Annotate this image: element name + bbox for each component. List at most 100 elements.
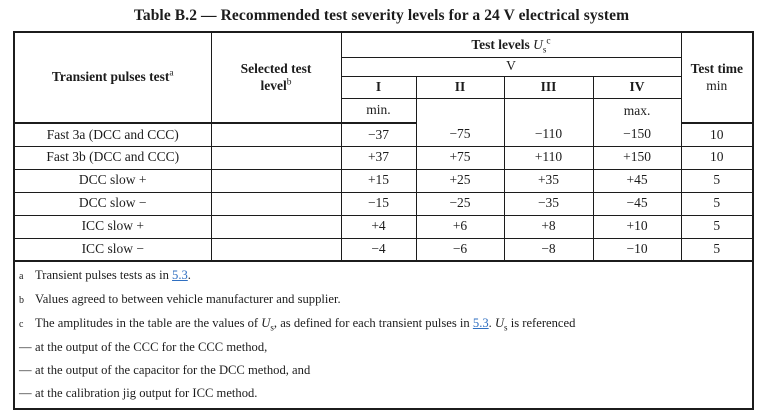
table-row: ICC slow − −4 −6 −8 −10 5 [13,237,754,262]
header-row-minmax: min. max. [14,98,753,124]
cell-level-iv: +150 [592,145,682,170]
cell-test-time: 5 [680,168,754,193]
footnote-ref-b: b [286,77,292,87]
header-min-note: min. [340,98,417,124]
cell-test-name: Fast 3a (DCC and CCC) [13,122,212,147]
cell-test-time: 10 [680,145,754,170]
cell-level-i: +15 [340,168,417,193]
table-row: ICC slow + +4 +6 +8 +10 5 [13,214,754,239]
cell-selected-level [210,145,342,170]
header-unit-v: V [340,56,682,77]
table-title: Table B.2 — Recommended test severity le… [133,7,630,24]
footnote-c-p2: , as defined for each transient pulses i… [273,316,473,330]
cell-selected-level [210,191,342,216]
cell-level-ii: −25 [415,191,505,216]
dash-marker: — [19,340,32,354]
us-subscript: s [504,322,508,333]
header-test-time: Test time min [680,31,754,124]
footnote-c-p4: is referenced [507,316,576,330]
cell-test-time: 5 [680,214,754,239]
cell-test-name: ICC slow + [13,214,212,239]
cell-selected-level [210,122,342,147]
severity-levels-table: Transient pulses testa Selected test lev… [13,31,755,410]
footnote-ref-c: c [546,36,551,47]
header-test-levels: Test levels Usc [340,31,682,58]
cell-level-i: −15 [340,191,417,216]
header-max-note: max. [592,98,682,123]
header-transient-label: Transient pulses test [51,69,170,85]
cell-test-time: 5 [680,191,754,216]
footnote-a-pre: Transient pulses tests as in [35,268,173,282]
cell-test-name: DCC slow + [13,168,212,193]
header-level-i: I [340,75,417,99]
header-level-ii: II [415,75,505,99]
header-level-iv: IV [592,75,682,99]
us-subscript: s [542,44,547,55]
cell-test-time: 10 [680,122,754,147]
us-symbol: U [494,316,505,330]
header-selected-line2: level [260,77,287,93]
footnotes-section: a Transient pulses tests as in 5.3. b Va… [13,260,754,410]
cell-level-ii: −75 [415,122,505,147]
cell-level-i: −37 [340,122,417,147]
cell-test-name: Fast 3b (DCC and CCC) [13,145,212,170]
cell-level-i: +37 [340,145,417,170]
cell-level-iv: +45 [592,168,682,193]
cell-level-iii: +8 [503,214,594,239]
cell-test-name: DCC slow − [13,191,212,216]
link-5-3[interactable]: 5.3 [472,316,489,330]
dash-marker: — [19,386,32,400]
cell-test-time: 5 [680,237,754,262]
header-empty-iii [503,98,594,123]
footnote-dash-item: — at the output of the CCC for the CCC m… [18,336,746,359]
dash-item-text: at the output of the capacitor for the D… [35,363,311,377]
dash-marker: — [19,363,32,377]
link-5-3[interactable]: 5.3 [172,268,188,282]
cell-level-i: −4 [340,237,417,262]
cell-level-iv: −10 [592,237,682,262]
us-symbol: U [533,36,543,52]
us-subscript: s [270,322,274,333]
us-symbol: U [261,316,271,330]
header-selected-test-level: Selected test levelb [210,31,342,124]
header-test-time-unit: min [706,77,728,93]
footnote-b-marker: b [19,295,24,306]
cell-test-name: ICC slow − [13,237,212,262]
cell-level-ii: −6 [415,237,505,262]
cell-level-iv: −45 [592,191,682,216]
cell-level-iii: +35 [503,168,594,193]
footnote-b: b Values agreed to between vehicle manuf… [18,288,746,312]
cell-selected-level [210,237,342,262]
header-level-iii: III [503,75,594,99]
cell-level-iii: −35 [503,191,594,216]
footnote-c-p3: . [488,316,495,330]
cell-level-iii: +110 [503,145,594,170]
header-test-levels-label: Test levels [471,36,534,52]
header-transient-pulses-test: Transient pulses testa [13,31,212,124]
table-row: Fast 3b (DCC and CCC) +37 +75 +110 +150 … [13,145,754,170]
cell-selected-level [210,168,342,193]
header-row-1: Transient pulses testa Selected test lev… [13,31,754,124]
footnotes-row: a Transient pulses tests as in 5.3. b Va… [13,260,754,410]
cell-level-iv: +10 [592,214,682,239]
footnote-b-text: Values agreed to between vehicle manufac… [35,292,341,306]
cell-level-iii: −8 [503,237,594,262]
table-row: DCC slow + +15 +25 +35 +45 5 [13,168,754,193]
header-empty-ii [415,98,505,123]
header-selected-line1: Selected test [240,61,312,77]
dash-item-text: at the output of the CCC for the CCC met… [35,340,268,354]
footnote-c-text: The amplitudes in the table are the valu… [35,312,746,335]
document-page: Table B.2 — Recommended test severity le… [0,7,763,415]
table-row: Fast 3a (DCC and CCC) −37 −75 −110 −150 … [13,122,754,147]
cell-level-iii: −110 [503,122,594,147]
footnote-c-p1: The amplitudes in the table are the valu… [35,316,262,330]
cell-level-ii: +75 [415,145,505,170]
header-row-levels: I II III IV [14,75,753,99]
cell-level-iv: −150 [592,122,682,147]
dash-item-text: at the calibration jig output for ICC me… [35,386,258,400]
cell-level-i: +4 [340,214,417,239]
footnote-dash-item: — at the output of the capacitor for the… [18,359,746,382]
header-test-time-label: Test time [690,61,743,77]
footnote-dash-item: — at the calibration jig output for ICC … [18,382,746,405]
footnote-c-marker: c [19,319,24,330]
